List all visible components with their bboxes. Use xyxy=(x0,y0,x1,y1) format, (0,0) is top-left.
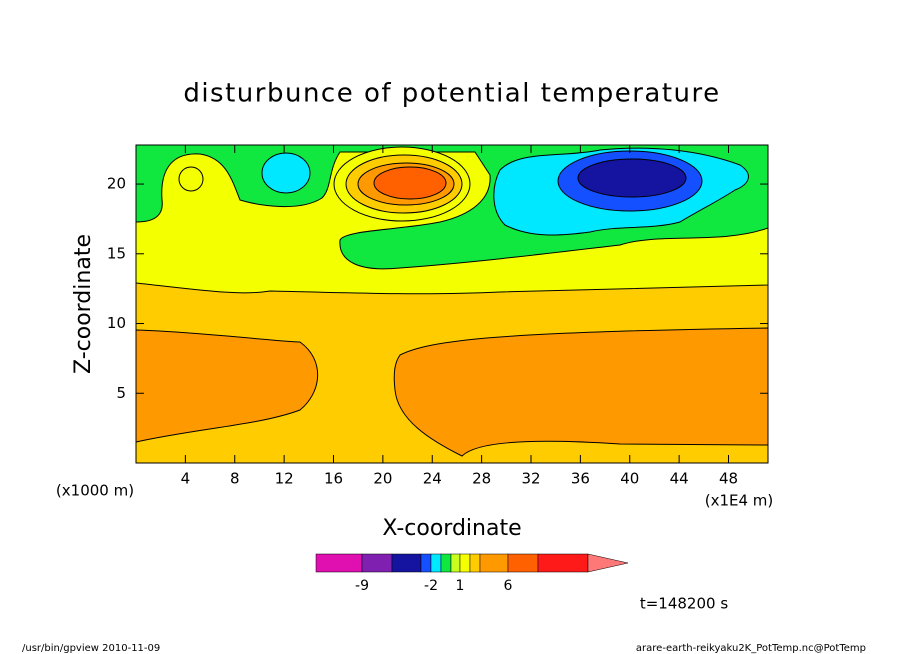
colorbar-segment xyxy=(459,553,471,573)
x-tick-label: 12 xyxy=(275,470,294,488)
colorbar-segment xyxy=(391,553,422,573)
region xyxy=(393,327,768,457)
x-unit-right: (x1E4 m) xyxy=(705,492,774,510)
colorbar-tick-label: -2 xyxy=(424,578,438,594)
region xyxy=(178,166,204,192)
colorbar-segment xyxy=(430,553,442,573)
x-tick-label: 32 xyxy=(521,470,540,488)
x-tick-label: 24 xyxy=(423,470,442,488)
contour-field xyxy=(136,145,768,463)
y-tick-label: 15 xyxy=(107,244,126,262)
footer-right: arare-earth-reikyaku2K_PotTemp.nc@PotTem… xyxy=(636,643,866,654)
colorbar-segment xyxy=(469,553,481,573)
x-tick-label: 8 xyxy=(230,470,240,488)
colorbar-tick-label: 1 xyxy=(456,578,465,594)
colorbar-tick-label: 6 xyxy=(504,578,513,594)
x-axis-label: X-coordinate xyxy=(382,516,521,541)
footer-left: /usr/bin/gpview 2010-11-09 xyxy=(22,643,160,654)
colorbar-segment xyxy=(361,553,393,573)
colorbar-segment xyxy=(507,553,539,573)
x-unit: (x1000 m) xyxy=(56,482,134,500)
x-tick-label: 40 xyxy=(620,470,639,488)
colorbar-segment xyxy=(450,553,461,573)
colorbar-segment xyxy=(479,553,509,573)
region xyxy=(373,166,447,200)
x-tick-label: 4 xyxy=(181,470,191,488)
x-tick-label: 28 xyxy=(472,470,491,488)
colorbar-segment xyxy=(315,553,363,573)
region xyxy=(577,158,687,198)
colorbar-extension xyxy=(587,553,629,573)
time-label: t=148200 s xyxy=(640,595,728,613)
colorbar-segment xyxy=(420,553,432,573)
y-tick-label: 10 xyxy=(107,314,126,332)
colorbar-tick-label: -9 xyxy=(355,578,369,594)
chart-title: disturbunce of potential temperature xyxy=(183,79,720,109)
colorbar: -9 -2 1 6 xyxy=(315,553,629,594)
x-tick-label: 44 xyxy=(670,470,689,488)
colorbar-segment xyxy=(537,553,589,573)
region xyxy=(136,329,319,443)
y-tick-label: 5 xyxy=(116,384,126,402)
x-tick-label: 16 xyxy=(324,470,343,488)
y-tick-label: 20 xyxy=(107,175,126,193)
y-axis-label: Z-coordinate xyxy=(71,234,96,374)
x-tick-label: 48 xyxy=(719,470,738,488)
x-tick-label: 20 xyxy=(373,470,392,488)
x-tick-label: 36 xyxy=(571,470,590,488)
colorbar-segment xyxy=(440,553,452,573)
region xyxy=(261,152,311,194)
plot-frame xyxy=(135,144,769,464)
